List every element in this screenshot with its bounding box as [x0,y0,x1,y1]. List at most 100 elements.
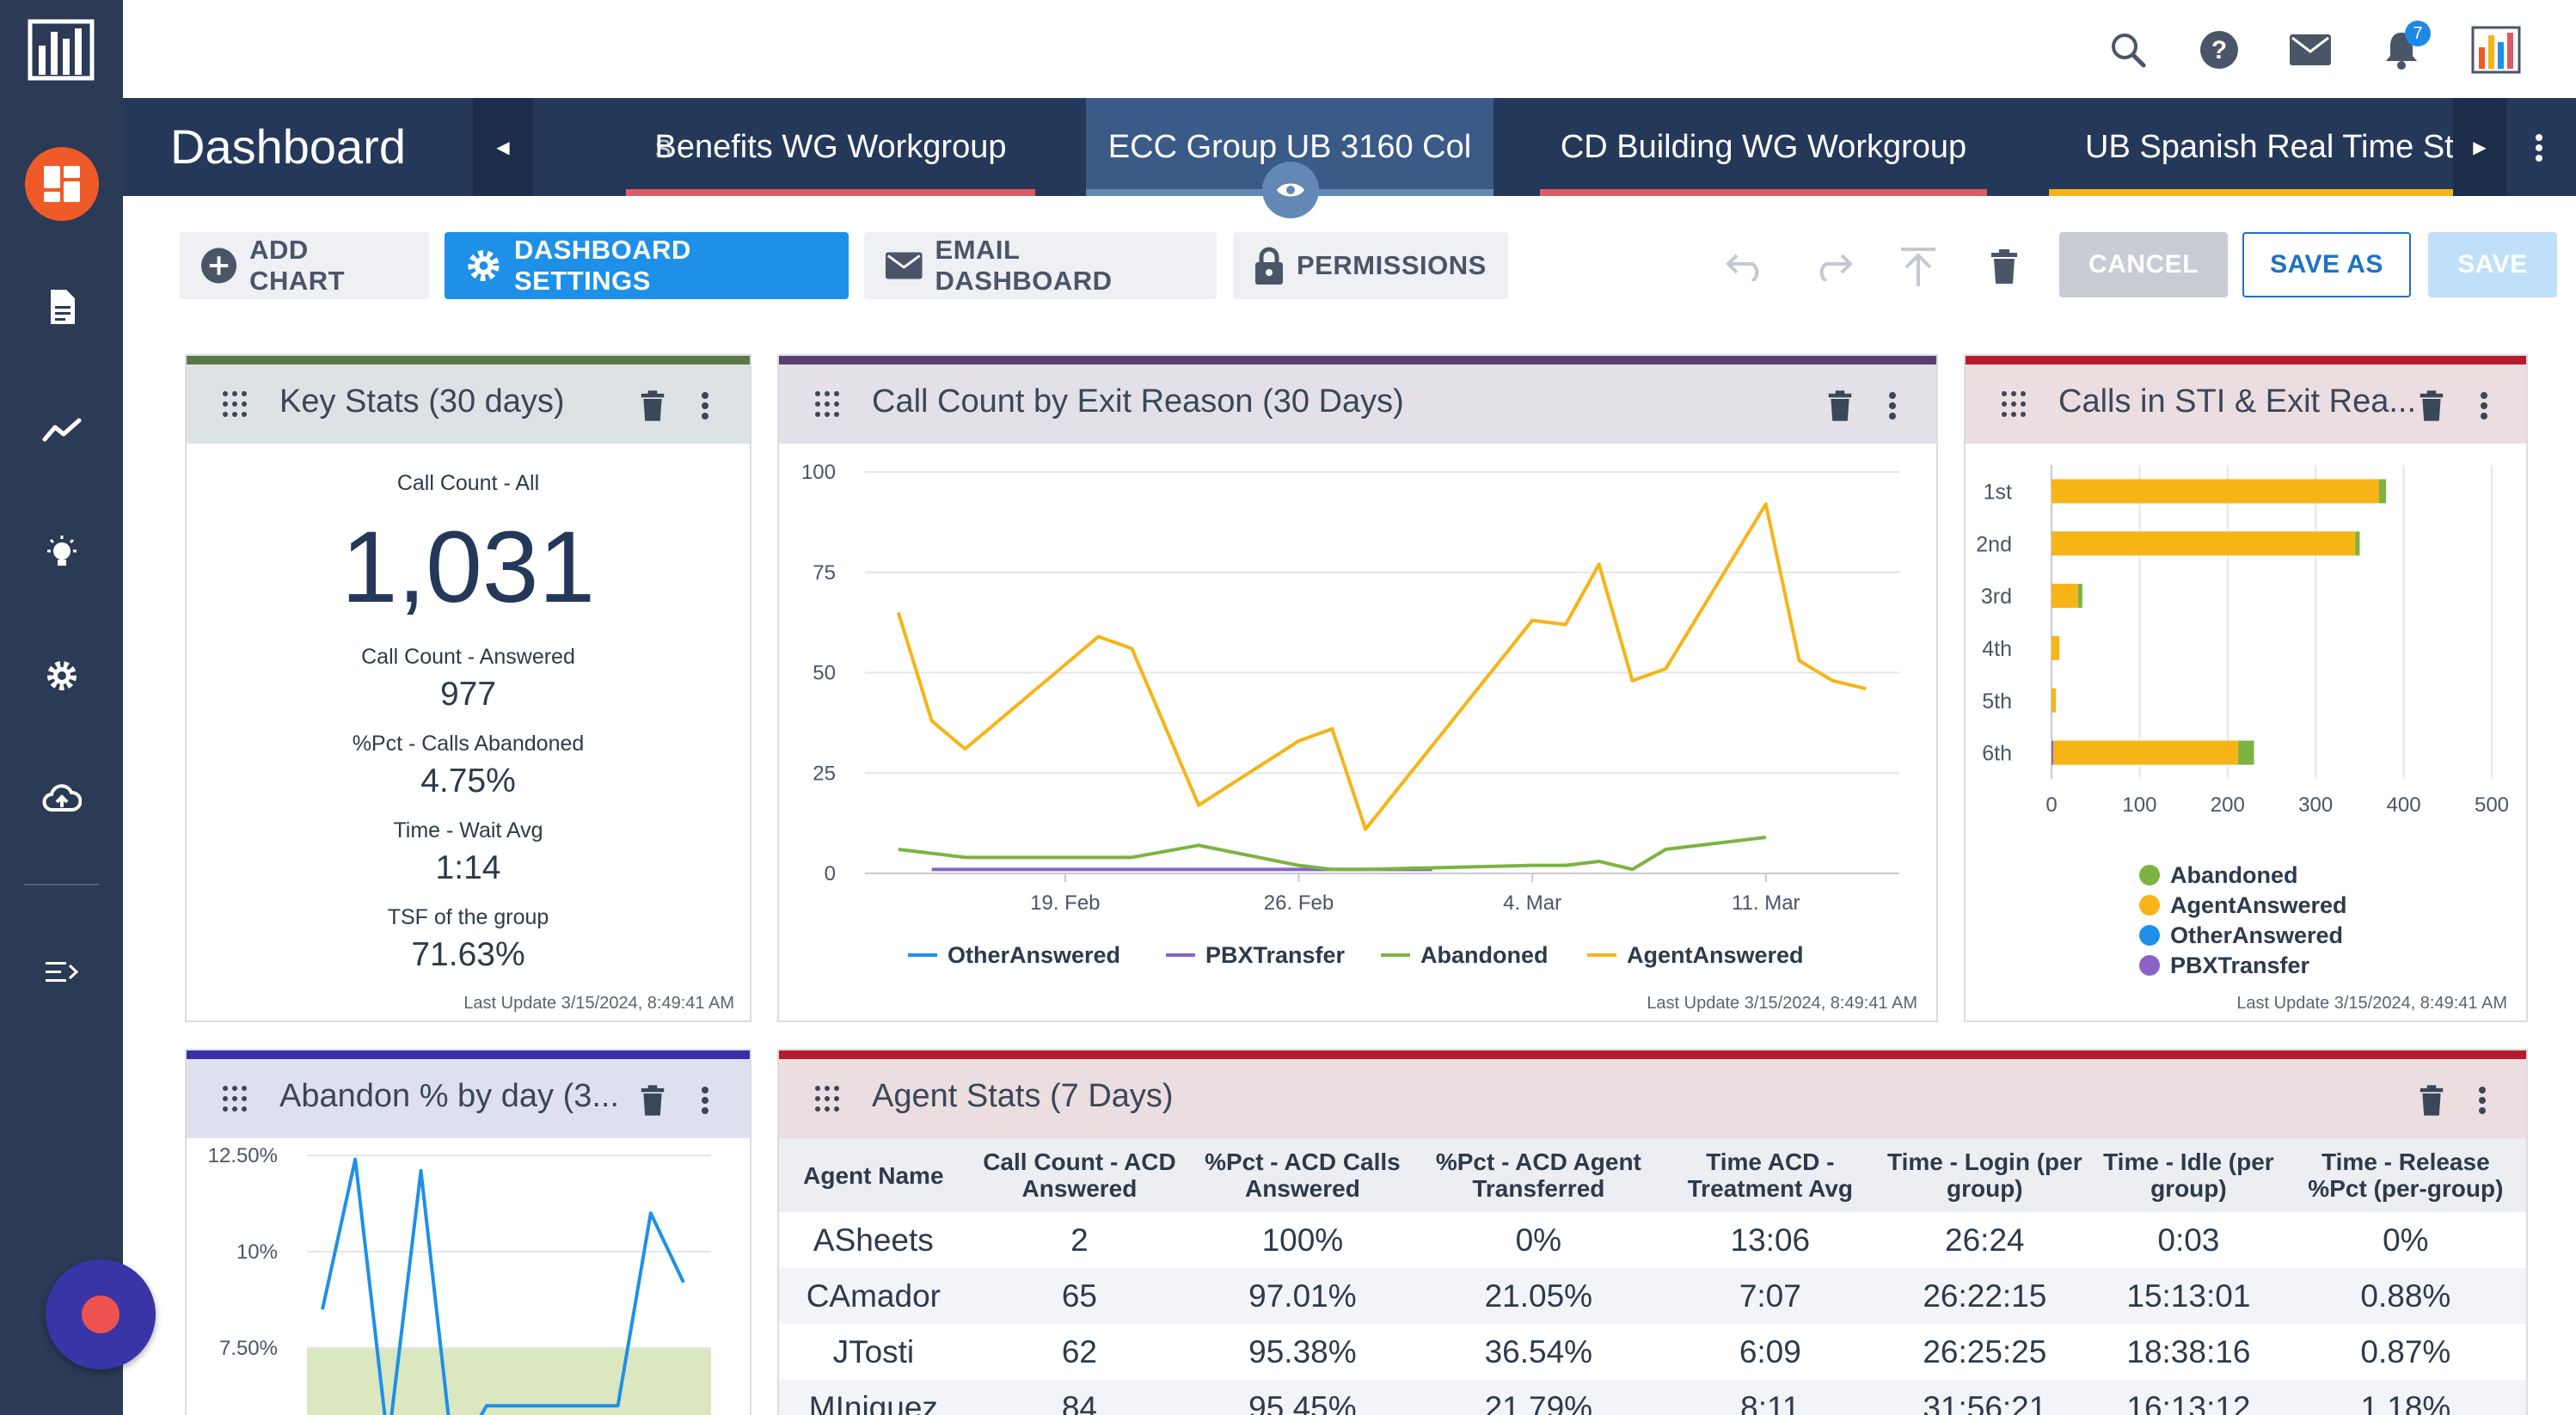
table-cell: 15:13:01 [2092,1268,2285,1324]
add-chart-label: ADD CHART [249,235,346,296]
tab-ecc-group[interactable]: ECC Group UB 3160 Col [1086,98,1493,196]
permissions-button[interactable]: PERMISSIONS [1233,232,1508,299]
last-update: Last Update 3/15/2024, 8:49:41 AM [463,994,734,1013]
bell-icon[interactable]: 7 [2377,21,2431,74]
legend-label: PBXTransfer [2170,953,2310,978]
series-line-abandon [321,1157,685,1415]
search-icon[interactable] [2104,26,2152,74]
drag-handle-icon[interactable] [813,390,841,418]
table-cell: 0:03 [2157,1222,2220,1258]
column-header[interactable]: %Pct - ACD Agent Transferred [1414,1138,1664,1212]
table-row[interactable]: JTosti 62 95.38% 36.54% 6:09 26:25:25 18:38:16… [779,1324,2526,1380]
bar-chart: 0 100 200 300 400 500 1st 2nd 3rd 4th 5th 6th Abando… [1976,465,2509,978]
mail-icon[interactable] [2286,26,2334,74]
y-tick-label: 0 [825,862,836,885]
cancel-button[interactable]: CANCEL [2059,232,2228,297]
drag-handle-icon[interactable] [221,1085,248,1112]
legend-label: Abandoned [2170,862,2298,888]
nav-insights[interactable] [0,505,123,600]
column-header[interactable]: Call Count - ACD Answered [967,1138,1192,1212]
column-header[interactable]: Time ACD - Treatment Avg [1663,1138,1878,1212]
table-cell: ASheets [813,1222,934,1258]
tabs-more-icon[interactable] [2522,124,2556,172]
more-icon[interactable] [692,1080,718,1121]
save-button[interactable]: SAVE [2428,232,2557,297]
tab-underline [1540,189,1987,196]
tabs-scroll-right[interactable]: ▶ [2453,98,2506,196]
table-row[interactable]: MIniguez 84 95.45% 21.79% 8:11 31:56:21 16:13:… [779,1380,2526,1415]
column-header[interactable]: Time - Login (per group) [1877,1138,2093,1212]
more-icon[interactable] [1880,385,1905,426]
legend-swatch [2139,955,2160,976]
stat-label: Call Count - Answered [361,645,575,669]
table-row[interactable]: ASheets 2 100% 0% 13:06 26:24 0:03 0% [779,1212,2526,1268]
table-cell: 6:09 [1739,1333,1801,1369]
cloud-upload-icon [42,784,82,812]
save-as-label: SAVE AS [2270,250,2383,279]
last-update: Last Update 3/15/2024, 8:49:41 AM [2236,994,2507,1013]
drag-handle-icon[interactable] [2000,390,2027,418]
move-to-top-icon[interactable] [1892,241,1944,292]
column-header[interactable]: Time - Release %Pct (per-group) [2285,1138,2526,1212]
nav-reports[interactable] [0,260,123,354]
table-cell: 7:07 [1663,1268,1878,1324]
bar-segment-abandoned [2238,740,2254,765]
save-as-button[interactable]: SAVE AS [2242,232,2411,297]
column-header[interactable]: Time - Idle (per group) [2092,1138,2285,1212]
drag-handle-icon[interactable] [221,390,248,418]
column-header[interactable]: Agent Name [779,1138,968,1212]
drag-handle-icon[interactable] [813,1085,841,1112]
add-chart-button[interactable]: ADD CHART [180,232,429,299]
table-row[interactable]: CAmador 65 97.01% 21.05% 7:07 26:22:15 15:13:0… [779,1268,2526,1324]
nav-dashboard[interactable] [0,137,123,231]
widget-abandon-pct-by-day: Abandon % by day (3... 7.50% 10% 12.50% [185,1049,751,1415]
trash-icon[interactable] [634,1080,672,1121]
trash-icon[interactable] [2413,1080,2450,1121]
series-line-agentanswered [896,502,1867,831]
trash-icon[interactable] [2413,385,2450,426]
email-dashboard-button[interactable]: EMAIL DASHBOARD [864,232,1217,299]
svg-text:?: ? [2211,36,2227,64]
nav-settings[interactable] [0,628,123,723]
help-icon[interactable]: ? [2195,26,2243,74]
trash-icon[interactable] [1821,385,1859,426]
widget-header: Key Stats (30 days) [187,364,750,444]
tab-cd-building-wg[interactable]: CD Building WG Workgroup [1540,98,1987,196]
bar-segment-abandoned [2378,479,2387,504]
bar-segment-agentanswered [2052,584,2078,609]
dashboard-settings-button[interactable]: DASHBOARD SETTINGS [445,232,849,299]
bar-segment-abandoned [2077,584,2082,609]
tab-ub-spanish[interactable]: UB Spanish Real Time Stat [2049,98,2453,196]
eye-icon[interactable] [1262,162,1319,218]
widget-title: Call Count by Exit Reason (30 Days) [872,383,1404,420]
y-tick-label: 50 [813,662,836,685]
table-cell: MIniguez [779,1380,968,1415]
tab-underline [626,189,1035,196]
tab-benefits-wg[interactable]: Benefits WG Workgroup [626,98,1035,196]
tabs-scroll-left[interactable]: ◀ [473,98,533,196]
record-dot-icon [82,1296,120,1333]
more-icon[interactable] [2471,385,2497,426]
nav-analytics[interactable] [0,383,123,477]
bar-segment-agentanswered [2052,531,2356,556]
target-band [307,1348,711,1415]
redo-icon[interactable] [1806,241,1858,292]
app-logo[interactable] [0,0,123,98]
more-icon[interactable] [2469,1080,2495,1121]
table-cell: 84 [967,1380,1192,1415]
widget-header: Call Count by Exit Reason (30 Days) [779,364,1936,444]
stat-value: 71.63% [411,936,525,973]
table-cell: 21.79% [1414,1380,1664,1415]
user-avatar[interactable] [2469,22,2524,77]
more-icon[interactable] [692,385,718,426]
nav-expand[interactable] [0,924,123,1019]
record-button[interactable] [46,1259,156,1369]
trash-icon[interactable] [1978,241,2030,292]
column-header[interactable]: %Pct - ACD Calls Answered [1191,1138,1414,1212]
table-cell: 18:38:16 [2126,1333,2251,1369]
trash-icon[interactable] [634,385,672,426]
trend-icon [42,418,81,442]
nav-upload[interactable] [0,751,123,846]
undo-icon[interactable] [1720,241,1772,292]
widget-accent-bar [187,1051,750,1059]
